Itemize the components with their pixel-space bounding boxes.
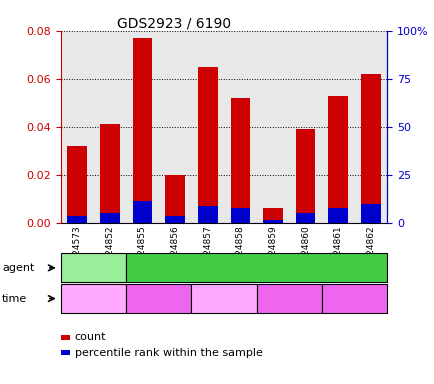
- Text: control: control: [74, 293, 112, 304]
- Bar: [328, 208, 347, 223]
- Bar: [132, 38, 152, 223]
- Text: GDS2923 / 6190: GDS2923 / 6190: [117, 16, 230, 30]
- Bar: [230, 208, 250, 223]
- Text: count: count: [75, 332, 106, 342]
- Bar: [197, 206, 217, 223]
- Bar: [328, 96, 347, 223]
- Text: 10 h: 10 h: [342, 293, 366, 304]
- Bar: [360, 74, 380, 223]
- Bar: [67, 215, 87, 223]
- Text: percentile rank within the sample: percentile rank within the sample: [75, 348, 262, 358]
- Bar: [263, 220, 282, 223]
- Bar: [360, 204, 380, 223]
- Bar: [295, 129, 315, 223]
- Bar: [165, 175, 184, 223]
- Bar: [67, 146, 87, 223]
- Bar: [100, 124, 119, 223]
- Text: time: time: [2, 293, 27, 304]
- Text: 5 h: 5 h: [215, 293, 232, 304]
- Text: untreated: untreated: [66, 263, 121, 273]
- Bar: [165, 215, 184, 223]
- Bar: [295, 213, 315, 223]
- Bar: [263, 208, 282, 223]
- Text: agent: agent: [2, 263, 34, 273]
- Bar: [197, 67, 217, 223]
- Bar: [230, 98, 250, 223]
- Text: trichostatin A: trichostatin A: [219, 263, 293, 273]
- Bar: [132, 201, 152, 223]
- Bar: [100, 213, 119, 223]
- Text: 2.5 h: 2.5 h: [144, 293, 173, 304]
- Text: 7.5 h: 7.5 h: [274, 293, 303, 304]
